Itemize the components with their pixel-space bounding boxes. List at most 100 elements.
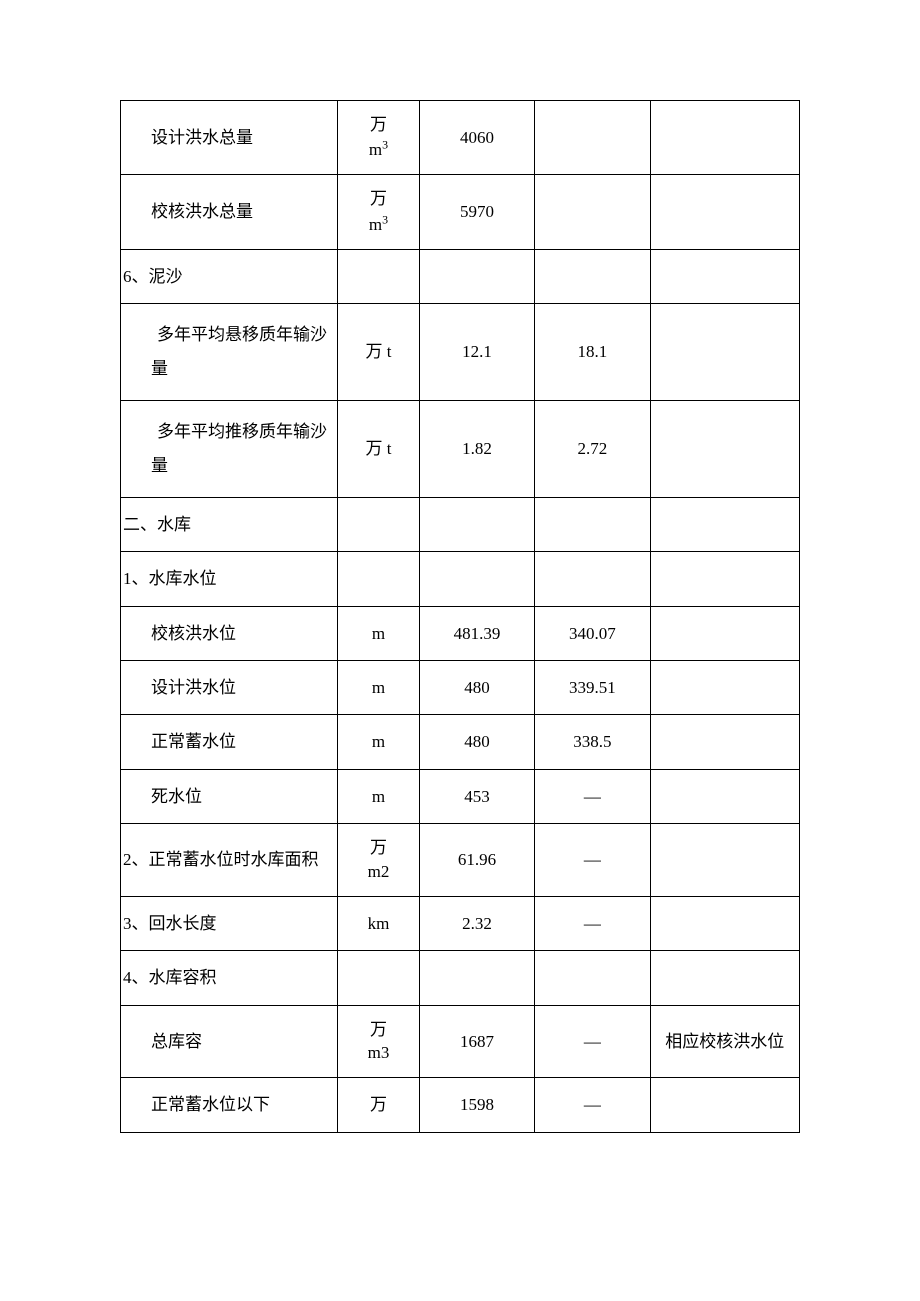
table-row: 多年平均悬移质年输沙量 万 t 12.1 18.1 [121,303,800,400]
cell-value1: 480 [419,661,534,715]
unit-bottom: m3 [369,215,388,234]
cell-value2 [535,249,650,303]
table-row: 多年平均推移质年输沙量 万 t 1.82 2.72 [121,400,800,497]
cell-unit: m [338,769,419,823]
table-row: 二、水库 [121,497,800,551]
table-row: 死水位 m 453 — [121,769,800,823]
cell-note [650,661,799,715]
cell-note [650,552,799,606]
table-row: 总库容 万 m3 1687 — 相应校核洪水位 [121,1005,800,1078]
table-row: 3、回水长度 km 2.32 — [121,896,800,950]
cell-value1: 4060 [419,101,534,175]
cell-note [650,175,799,249]
cell-note [650,400,799,497]
cell-name: 二、水库 [121,497,338,551]
cell-value2 [535,497,650,551]
cell-value2: 339.51 [535,661,650,715]
cell-name: 2、正常蓄水位时水库面积 [121,824,338,897]
unit-top: 万 [370,1020,387,1039]
cell-note [650,101,799,175]
table-row: 6、泥沙 [121,249,800,303]
cell-value1: 61.96 [419,824,534,897]
unit-top: 万 [370,115,387,134]
cell-unit: m [338,661,419,715]
cell-note [650,606,799,660]
cell-unit: 万 m3 [338,175,419,249]
table-row: 2、正常蓄水位时水库面积 万 m2 61.96 — [121,824,800,897]
table-row: 正常蓄水位 m 480 338.5 [121,715,800,769]
cell-unit: 万 m3 [338,101,419,175]
cell-note [650,824,799,897]
cell-value2 [535,552,650,606]
cell-unit: 万 t [338,303,419,400]
cell-name: 设计洪水位 [121,661,338,715]
cell-note: 相应校核洪水位 [650,1005,799,1078]
cell-name: 1、水库水位 [121,552,338,606]
cell-value2: — [535,769,650,823]
cell-value1 [419,951,534,1005]
unit-top: 万 [370,838,387,857]
cell-note [650,896,799,950]
cell-unit [338,497,419,551]
cell-unit: 万 [338,1078,419,1132]
cell-name: 多年平均悬移质年输沙量 [121,303,338,400]
cell-value1: 12.1 [419,303,534,400]
cell-note [650,303,799,400]
cell-value2 [535,101,650,175]
cell-name: 3、回水长度 [121,896,338,950]
table-row: 设计洪水总量 万 m3 4060 [121,101,800,175]
cell-value1: 5970 [419,175,534,249]
cell-note [650,497,799,551]
unit-top: 万 [370,189,387,208]
cell-value2: 340.07 [535,606,650,660]
hydro-params-table: 设计洪水总量 万 m3 4060 校核洪水总量 万 m3 5970 6、泥沙 [120,100,800,1133]
table-row: 校核洪水位 m 481.39 340.07 [121,606,800,660]
cell-name: 4、水库容积 [121,951,338,1005]
cell-note [650,715,799,769]
cell-name: 正常蓄水位以下 [121,1078,338,1132]
cell-value1 [419,249,534,303]
cell-value2: — [535,1005,650,1078]
cell-value2: — [535,824,650,897]
cell-unit: 万 t [338,400,419,497]
cell-unit [338,951,419,1005]
cell-value1: 481.39 [419,606,534,660]
cell-name: 正常蓄水位 [121,715,338,769]
cell-value2: — [535,896,650,950]
cell-note [650,249,799,303]
cell-name: 设计洪水总量 [121,101,338,175]
cell-name: 总库容 [121,1005,338,1078]
cell-value2: 18.1 [535,303,650,400]
cell-value1: 453 [419,769,534,823]
cell-value2: 2.72 [535,400,650,497]
cell-value1 [419,552,534,606]
cell-unit: km [338,896,419,950]
cell-value1 [419,497,534,551]
cell-note [650,951,799,1005]
table-row: 校核洪水总量 万 m3 5970 [121,175,800,249]
cell-value2 [535,951,650,1005]
cell-name: 6、泥沙 [121,249,338,303]
table-row: 正常蓄水位以下 万 1598 — [121,1078,800,1132]
cell-name: 校核洪水位 [121,606,338,660]
table-body: 设计洪水总量 万 m3 4060 校核洪水总量 万 m3 5970 6、泥沙 [121,101,800,1133]
cell-unit: 万 m3 [338,1005,419,1078]
cell-value1: 1.82 [419,400,534,497]
cell-name: 死水位 [121,769,338,823]
cell-note [650,769,799,823]
unit-bottom: m3 [368,1043,390,1062]
cell-unit: m [338,606,419,660]
cell-unit: 万 m2 [338,824,419,897]
cell-note [650,1078,799,1132]
table-row: 设计洪水位 m 480 339.51 [121,661,800,715]
cell-value1: 1687 [419,1005,534,1078]
unit-bottom: m2 [368,862,390,881]
table-row: 1、水库水位 [121,552,800,606]
cell-value1: 480 [419,715,534,769]
cell-value2: 338.5 [535,715,650,769]
cell-value2 [535,175,650,249]
cell-value2: — [535,1078,650,1132]
table-row: 4、水库容积 [121,951,800,1005]
cell-unit: m [338,715,419,769]
cell-name: 多年平均推移质年输沙量 [121,400,338,497]
